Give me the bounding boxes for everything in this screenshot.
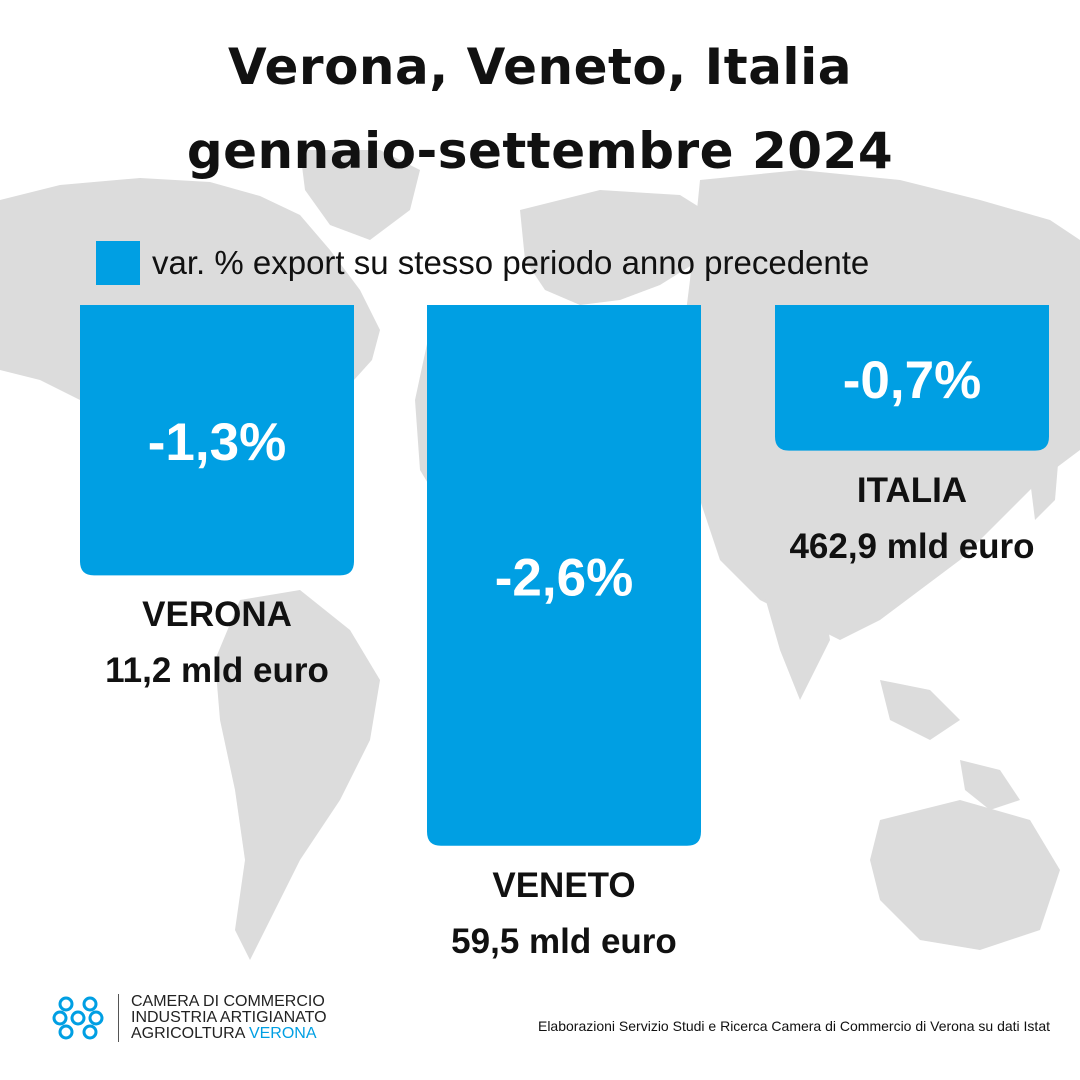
category-export-total: 11,2 mld euro: [105, 651, 329, 691]
logo-line3b: VERONA: [248, 1025, 317, 1042]
legend: var. % export su stesso periodo anno pre…: [96, 241, 869, 285]
logo-line1: CAMERA DI COMMERCIO: [131, 993, 325, 1010]
chart-title-line1: Verona, Veneto, Italia: [228, 38, 852, 96]
chart-title-line2: gennaio-settembre 2024: [186, 122, 894, 180]
source-note: Elaborazioni Servizio Studi e Ricerca Ca…: [537, 1018, 1050, 1034]
value-label-veneto: -2,6%: [495, 548, 633, 607]
logo-emblem-icon: [52, 996, 104, 1040]
logo-line3a: AGRICOLTURA: [131, 1025, 245, 1042]
category-name: VENETO: [492, 865, 636, 905]
legend-swatch: [96, 241, 140, 285]
category-label-veneto: VENETO 59,5 mld euro: [394, 858, 734, 970]
category-label-verona: VERONA 11,2 mld euro: [47, 587, 387, 699]
category-label-italia: ITALIA 462,9 mld euro: [742, 463, 1080, 575]
logo-line2: INDUSTRIA ARTIGIANATO: [131, 1009, 327, 1026]
bar-veneto: [427, 305, 701, 846]
bar-italia: [775, 305, 1049, 451]
bar-verona: [80, 305, 354, 576]
legend-label: var. % export su stesso periodo anno pre…: [152, 244, 870, 281]
logo-text: CAMERA DI COMMERCIO INDUSTRIA ARTIGIANAT…: [118, 994, 327, 1042]
value-label-verona: -1,3%: [148, 413, 286, 472]
value-label-italia: -0,7%: [843, 351, 981, 410]
category-export-total: 59,5 mld euro: [451, 921, 677, 961]
category-name: ITALIA: [856, 470, 968, 510]
chamber-of-commerce-logo: CAMERA DI COMMERCIO INDUSTRIA ARTIGIANAT…: [52, 992, 327, 1044]
category-export-total: 462,9 mld euro: [789, 526, 1035, 566]
category-name: VERONA: [142, 595, 292, 635]
